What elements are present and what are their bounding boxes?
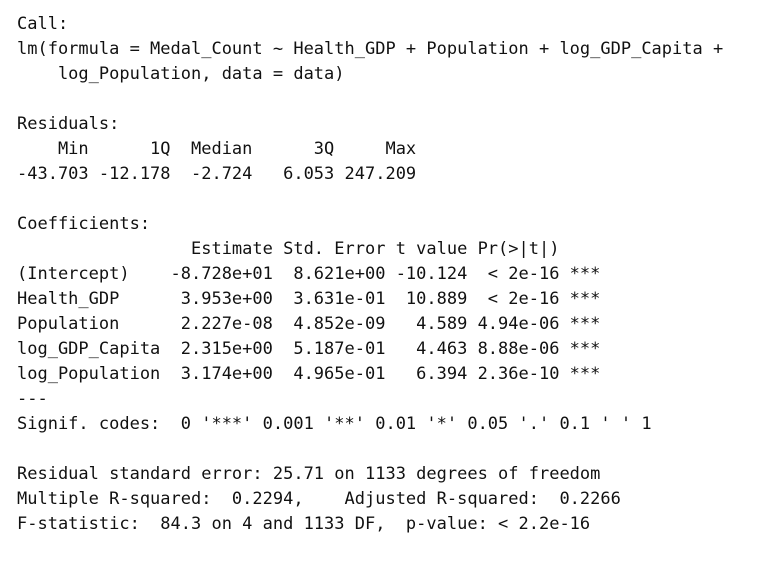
output-line: log_Population, data = data) bbox=[17, 64, 345, 84]
output-line: Estimate Std. Error t value Pr(>|t|) bbox=[17, 239, 560, 259]
section-label: Residuals: bbox=[17, 114, 120, 134]
output-line: -43.703 -12.178 -2.724 6.053 247.209 bbox=[17, 164, 417, 184]
output-line: Population 2.227e-08 4.852e-09 4.589 4.9… bbox=[17, 314, 601, 334]
output-line: Signif. codes: 0 '***' 0.001 '**' 0.01 '… bbox=[17, 414, 652, 434]
output-line: Multiple R-squared: 0.2294, Adjusted R-s… bbox=[17, 489, 621, 509]
section-label: Call: bbox=[17, 14, 69, 34]
output-line: Health_GDP 3.953e+00 3.631e-01 10.889 < … bbox=[17, 289, 601, 309]
output-line: Min 1Q Median 3Q Max bbox=[17, 139, 417, 159]
summary-section: Residual standard error: 25.71 on 1133 d… bbox=[17, 462, 774, 537]
output-line: log_GDP_Capita 2.315e+00 5.187e-01 4.463… bbox=[17, 339, 601, 359]
output-line: log_Population 3.174e+00 4.965e-01 6.394… bbox=[17, 364, 601, 384]
output-line: --- bbox=[17, 389, 48, 409]
residuals-section: Residuals: Min 1Q Median 3Q Max -43.703 -… bbox=[17, 112, 774, 187]
output-line: (Intercept) -8.728e+01 8.621e+00 -10.124… bbox=[17, 264, 601, 284]
section-label: Coefficients: bbox=[17, 214, 151, 234]
output-line: Residual standard error: 25.71 on 1133 d… bbox=[17, 464, 601, 484]
output-line: F-statistic: 84.3 on 4 and 1133 DF, p-va… bbox=[17, 514, 591, 534]
call-section: Call: lm(formula = Medal_Count ~ Health_G… bbox=[17, 12, 774, 87]
coefficients-section: Coefficients: Estimate Std. Error t valu… bbox=[17, 212, 774, 437]
output-line: lm(formula = Medal_Count ~ Health_GDP + … bbox=[17, 39, 724, 59]
